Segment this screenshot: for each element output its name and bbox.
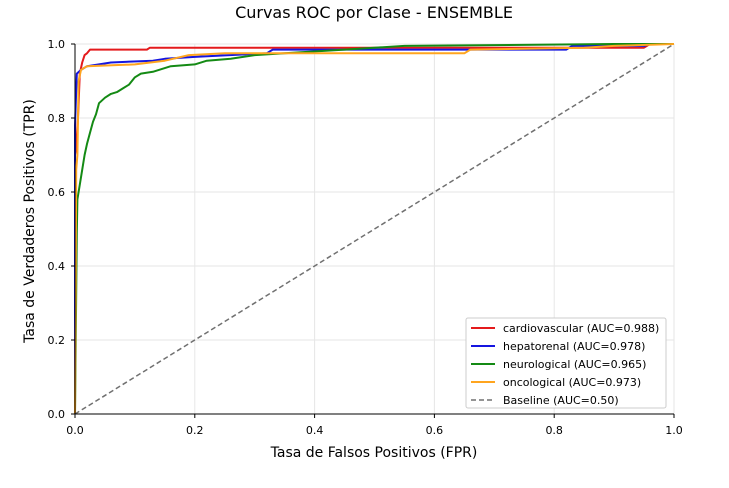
x-tick-label: 0.0 xyxy=(66,424,84,437)
x-tick-label: 0.8 xyxy=(545,424,563,437)
series-line-4 xyxy=(74,43,675,415)
x-tick-label: 1.0 xyxy=(665,424,683,437)
legend: cardiovascular (AUC=0.988) hepatorenal (A… xyxy=(465,317,667,409)
legend-label: neurological (AUC=0.965) xyxy=(503,358,646,371)
x-tick-label: 0.6 xyxy=(426,424,444,437)
y-tick-label: 0.8 xyxy=(48,112,66,125)
legend-label: cardiovascular (AUC=0.988) xyxy=(503,322,659,335)
legend-label: hepatorenal (AUC=0.978) xyxy=(503,340,645,353)
legend-label: Baseline (AUC=0.50) xyxy=(503,394,619,407)
y-tick-label: 0.4 xyxy=(48,260,66,273)
axes xyxy=(74,44,674,415)
y-ticks: 0.0 0.2 0.4 0.6 0.8 1.0 xyxy=(48,38,75,421)
y-tick-label: 1.0 xyxy=(48,38,66,51)
legend-label: oncological (AUC=0.973) xyxy=(503,376,641,389)
y-tick-label: 0.2 xyxy=(48,334,66,347)
y-tick-label: 0.6 xyxy=(48,186,66,199)
legend-box xyxy=(465,317,667,409)
x-tick-label: 0.2 xyxy=(186,424,204,437)
chart-title: Curvas ROC por Clase - ENSEMBLE xyxy=(235,3,513,22)
x-axis-label: Tasa de Falsos Positivos (FPR) xyxy=(270,445,478,461)
series-line-2 xyxy=(74,43,674,415)
x-tick-label: 0.4 xyxy=(306,424,324,437)
series-lines xyxy=(74,43,675,415)
y-axis-label: Tasa de Verdaderos Positivos (TPR) xyxy=(22,99,38,344)
x-ticks: 0.0 0.2 0.4 0.6 0.8 1.0 xyxy=(66,414,683,437)
y-tick-label: 0.0 xyxy=(48,408,66,421)
series-line-3 xyxy=(74,43,675,415)
